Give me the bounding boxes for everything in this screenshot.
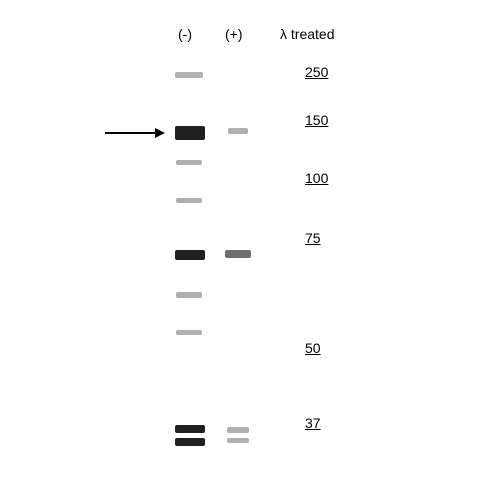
mw-100: 100 xyxy=(305,170,328,186)
arrow-head-icon xyxy=(155,128,165,138)
blot-band xyxy=(176,330,202,335)
blot-band xyxy=(176,198,202,203)
band-arrow xyxy=(105,128,165,138)
blot-band xyxy=(175,250,205,260)
mw-75: 75 xyxy=(305,230,321,246)
arrow-line xyxy=(105,132,155,134)
blot-band xyxy=(227,438,249,443)
blot-band xyxy=(175,438,205,446)
blot-band-main xyxy=(175,126,205,140)
lambda-treated-label: λ treated xyxy=(280,26,334,42)
mw-50: 50 xyxy=(305,340,321,356)
mw-37: 37 xyxy=(305,415,321,431)
blot-band xyxy=(227,427,249,433)
blot-band xyxy=(175,425,205,433)
blot-band xyxy=(176,160,202,165)
blot-band xyxy=(225,250,251,258)
mw-150: 150 xyxy=(305,112,328,128)
lane-pos-label: (+) xyxy=(225,26,243,42)
lane-neg-label: (-) xyxy=(178,26,192,42)
mw-250: 250 xyxy=(305,64,328,80)
blot-band xyxy=(175,72,203,78)
blot-band xyxy=(176,292,202,298)
blot-band xyxy=(228,128,248,134)
